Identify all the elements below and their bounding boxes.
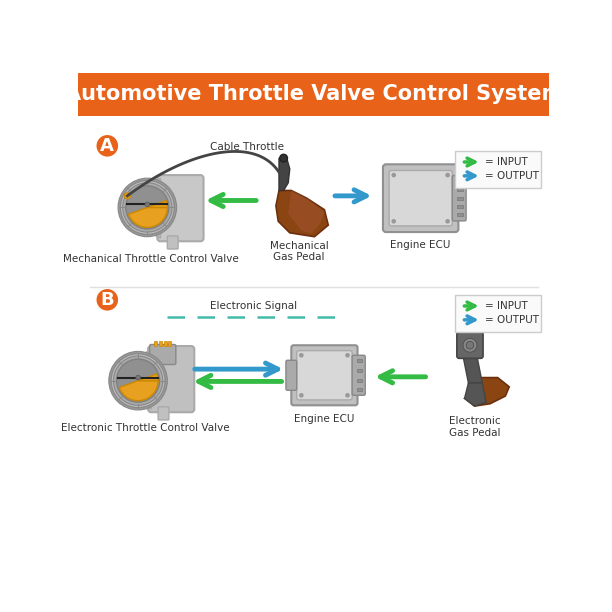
Wedge shape: [129, 207, 167, 228]
Circle shape: [136, 375, 140, 380]
Bar: [357, 369, 362, 372]
Circle shape: [118, 178, 177, 237]
Bar: [78, 73, 550, 116]
Text: Engine ECU: Engine ECU: [294, 414, 354, 424]
Circle shape: [345, 393, 350, 398]
Bar: [357, 359, 362, 362]
Circle shape: [124, 193, 130, 199]
Polygon shape: [463, 356, 482, 383]
FancyBboxPatch shape: [150, 345, 176, 365]
Circle shape: [299, 393, 304, 398]
Bar: [357, 379, 362, 382]
Bar: [457, 180, 463, 183]
Text: B: B: [100, 291, 114, 309]
FancyBboxPatch shape: [291, 345, 357, 405]
Bar: [457, 196, 463, 200]
Text: = OUTPUT: = OUTPUT: [485, 315, 539, 325]
Polygon shape: [276, 190, 328, 237]
Circle shape: [280, 154, 288, 162]
FancyBboxPatch shape: [452, 176, 466, 221]
Polygon shape: [465, 383, 486, 406]
Wedge shape: [119, 381, 158, 401]
Text: Electronic Signal: Electronic Signal: [210, 301, 297, 312]
Bar: [357, 389, 362, 392]
Text: Mechanical
Gas Pedal: Mechanical Gas Pedal: [270, 241, 329, 262]
Circle shape: [299, 353, 304, 357]
Circle shape: [113, 356, 163, 405]
Text: Mechanical Throttle Control Valve: Mechanical Throttle Control Valve: [62, 253, 238, 264]
FancyBboxPatch shape: [297, 351, 352, 400]
Circle shape: [97, 289, 118, 311]
Bar: [159, 341, 162, 346]
Text: = INPUT: = INPUT: [485, 301, 528, 311]
Text: Automotive Throttle Valve Control System: Automotive Throttle Valve Control System: [64, 84, 563, 104]
FancyBboxPatch shape: [352, 355, 365, 395]
Text: Electronic Throttle Control Valve: Electronic Throttle Control Valve: [61, 423, 230, 433]
Text: = OUTPUT: = OUTPUT: [485, 171, 539, 181]
Circle shape: [111, 354, 165, 408]
FancyBboxPatch shape: [455, 295, 541, 332]
Circle shape: [463, 338, 477, 352]
Circle shape: [122, 183, 172, 232]
FancyBboxPatch shape: [157, 175, 204, 241]
Circle shape: [345, 353, 350, 357]
Polygon shape: [141, 178, 160, 238]
Bar: [154, 341, 157, 346]
FancyBboxPatch shape: [455, 151, 541, 188]
Bar: [457, 213, 463, 216]
Text: Electronic
Gas Pedal: Electronic Gas Pedal: [449, 416, 501, 438]
FancyBboxPatch shape: [286, 360, 297, 390]
Text: Engine ECU: Engine ECU: [390, 240, 451, 250]
Polygon shape: [132, 349, 151, 409]
Circle shape: [446, 173, 450, 177]
Circle shape: [392, 219, 396, 223]
Bar: [163, 341, 166, 346]
Circle shape: [466, 341, 474, 349]
Bar: [457, 205, 463, 208]
FancyBboxPatch shape: [158, 407, 169, 420]
FancyBboxPatch shape: [383, 164, 458, 232]
Text: Cable Throttle: Cable Throttle: [211, 142, 285, 152]
Bar: [457, 188, 463, 192]
FancyBboxPatch shape: [148, 346, 194, 412]
Circle shape: [121, 181, 174, 234]
Polygon shape: [288, 190, 324, 234]
Circle shape: [145, 202, 150, 207]
Polygon shape: [465, 378, 509, 406]
Wedge shape: [138, 374, 158, 381]
FancyBboxPatch shape: [457, 332, 483, 359]
Wedge shape: [147, 201, 167, 207]
Circle shape: [109, 351, 167, 410]
FancyBboxPatch shape: [167, 236, 178, 249]
Circle shape: [126, 186, 169, 229]
FancyBboxPatch shape: [389, 171, 452, 226]
Polygon shape: [279, 158, 289, 190]
Circle shape: [446, 219, 450, 223]
Text: A: A: [100, 137, 114, 155]
Text: = INPUT: = INPUT: [485, 157, 528, 167]
Circle shape: [392, 173, 396, 177]
Bar: [168, 341, 171, 346]
Circle shape: [116, 359, 160, 402]
Circle shape: [97, 135, 118, 157]
